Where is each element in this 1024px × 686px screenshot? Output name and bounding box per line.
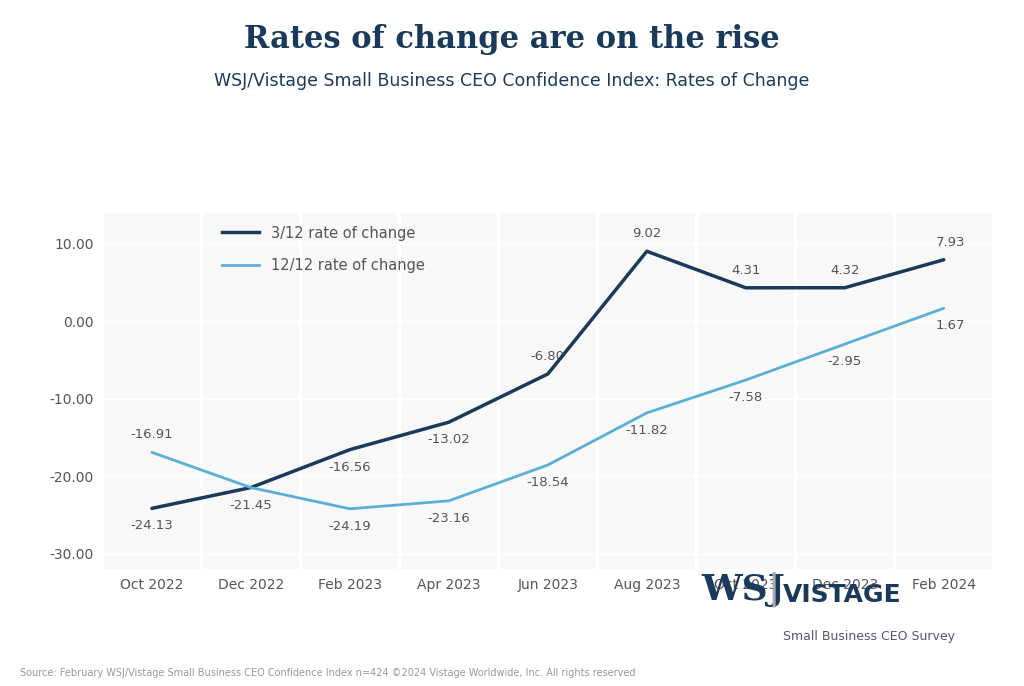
Text: -2.95: -2.95 bbox=[827, 355, 862, 368]
Bar bbox=[300, 213, 399, 569]
Text: |: | bbox=[767, 571, 779, 607]
Bar bbox=[894, 213, 993, 569]
Text: -23.16: -23.16 bbox=[427, 512, 470, 525]
Text: WSJ/Vistage Small Business CEO Confidence Index: Rates of Change: WSJ/Vistage Small Business CEO Confidenc… bbox=[214, 72, 810, 90]
Text: -24.19: -24.19 bbox=[329, 520, 371, 533]
Text: -24.13: -24.13 bbox=[130, 519, 173, 532]
Text: VISTAGE: VISTAGE bbox=[783, 583, 902, 607]
Text: Source: February WSJ/Vistage Small Business CEO Confidence Index n=424 ©2024 Vis: Source: February WSJ/Vistage Small Busin… bbox=[20, 667, 636, 678]
Text: -13.02: -13.02 bbox=[427, 434, 470, 447]
Text: -6.80: -6.80 bbox=[530, 350, 565, 363]
Bar bbox=[796, 213, 894, 569]
Text: 4.32: 4.32 bbox=[830, 263, 859, 276]
Legend: 3/12 rate of change, 12/12 rate of change: 3/12 rate of change, 12/12 rate of chang… bbox=[217, 220, 430, 279]
Text: -11.82: -11.82 bbox=[626, 424, 669, 437]
Text: -16.91: -16.91 bbox=[131, 428, 173, 441]
Bar bbox=[696, 213, 796, 569]
Text: 9.02: 9.02 bbox=[632, 227, 662, 240]
Bar bbox=[399, 213, 499, 569]
Bar bbox=[499, 213, 597, 569]
Bar bbox=[102, 213, 202, 569]
Text: WSJ: WSJ bbox=[701, 573, 785, 607]
Text: 7.93: 7.93 bbox=[936, 235, 966, 248]
Bar bbox=[202, 213, 300, 569]
Text: -16.56: -16.56 bbox=[329, 461, 371, 474]
Text: Small Business CEO Survey: Small Business CEO Survey bbox=[783, 630, 955, 643]
Text: -18.54: -18.54 bbox=[526, 476, 569, 489]
Bar bbox=[597, 213, 696, 569]
Text: 1.67: 1.67 bbox=[936, 320, 966, 333]
Text: 4.31: 4.31 bbox=[731, 263, 761, 276]
Text: -7.58: -7.58 bbox=[729, 391, 763, 404]
Text: Rates of change are on the rise: Rates of change are on the rise bbox=[244, 24, 780, 55]
Text: -21.45: -21.45 bbox=[229, 499, 272, 512]
